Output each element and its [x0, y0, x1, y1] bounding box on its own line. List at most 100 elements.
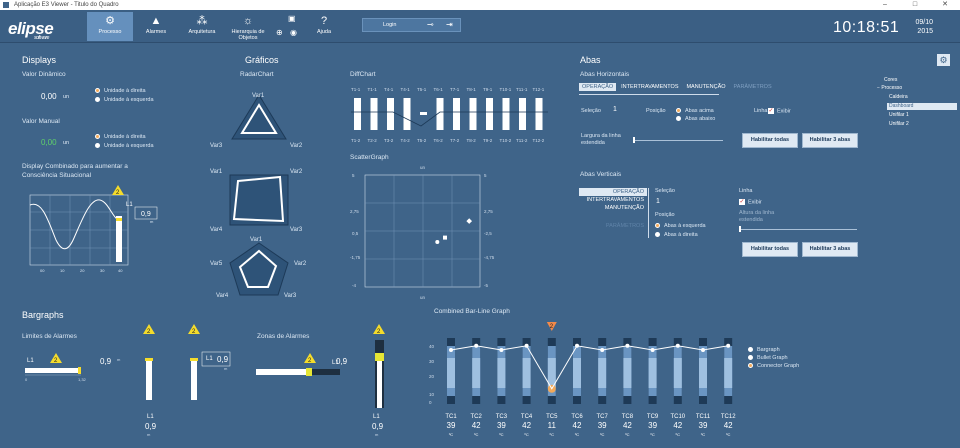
diff-bottom-label: T7-2 — [450, 138, 460, 143]
svg-text:5: 5 — [484, 173, 487, 178]
tree-item-dashboard[interactable]: Dashboard — [887, 103, 957, 110]
maximize-button[interactable]: □ — [912, 1, 918, 8]
close-button[interactable]: ✕ — [942, 1, 948, 8]
nav-processo[interactable]: ⚙ Processo — [87, 12, 133, 41]
diff-top-label: T7-1 — [450, 87, 460, 92]
combined-title: Combined Bar-Line Graph — [434, 308, 510, 315]
diff-bottom-label: T9-2 — [483, 138, 493, 143]
svg-text:Var1: Var1 — [252, 93, 265, 99]
tree-item-caldeira[interactable]: Caldeira — [889, 94, 908, 100]
v-linha-label: Linha — [739, 188, 753, 194]
combined-category: TC4 — [521, 414, 533, 420]
combined-category: TC12 — [721, 414, 736, 420]
trend-grid — [30, 195, 128, 265]
globe-icon[interactable]: ⊕ — [276, 28, 283, 37]
svg-text:-4,75: -4,75 — [484, 255, 495, 260]
svg-text:5: 5 — [352, 173, 355, 178]
combined-value: 39 — [598, 421, 607, 430]
h-largura-label: Largura da linha estendida — [581, 133, 621, 146]
h-pos-bottom-radio[interactable]: Abas abaixo — [676, 116, 715, 122]
v-tab-parametros[interactable]: PARÂMETROS — [605, 223, 644, 229]
settings-gear-button[interactable]: ⚙ — [937, 54, 950, 66]
v-pos-right-radio[interactable]: Abas à direita — [655, 232, 698, 238]
login-box[interactable]: Login ⊸ ⇥ — [362, 18, 461, 32]
camera-icon[interactable]: ▣ — [288, 14, 296, 23]
svg-text:-2,5: -2,5 — [484, 231, 492, 236]
v-altura-slider[interactable] — [739, 229, 857, 230]
svg-text:Var1: Var1 — [210, 169, 223, 175]
svg-text:2: 2 — [192, 329, 196, 335]
combined-category: TC9 — [647, 414, 659, 420]
scatter-title: ScatterGraph — [350, 154, 389, 161]
h-pos-top-radio[interactable]: Abas acima — [676, 108, 714, 114]
nav-alarmes[interactable]: ▲ Alarmes — [133, 12, 179, 41]
diff-top-label: T10-1 — [500, 87, 512, 92]
v-altura-slider-thumb[interactable] — [739, 226, 741, 232]
v-exibir-checkbox[interactable]: ✓ Exibir — [739, 199, 762, 206]
tree-item-cores[interactable]: Cores — [884, 77, 898, 83]
v-enable-3-button[interactable]: Habilitar 3 abas — [802, 242, 858, 257]
diff-bar — [436, 98, 444, 130]
nav-hierarquia[interactable]: ☼ Hierarquia de Objetos — [225, 12, 271, 41]
combined-category: TC1 — [445, 414, 457, 420]
nav-ajuda[interactable]: ? Ajuda — [301, 12, 347, 41]
scatter-point — [435, 240, 440, 244]
clock-time: 10:18:51 — [833, 19, 900, 36]
h-enable-3-button[interactable]: Habilitar 3 abas — [802, 133, 858, 148]
h-tab-intertravamentos[interactable]: INTERTRAVAMENTOS — [621, 84, 679, 90]
tree-item-unifilar2[interactable]: Unifilar 2 — [889, 121, 909, 127]
combined-category: TC3 — [496, 414, 508, 420]
h-tab-operacao[interactable]: OPERAÇÃO — [579, 83, 617, 91]
nav-arquitetura[interactable]: ⁂ Arquitetura — [179, 12, 225, 41]
combined-bar-line-graph: 40 30 20 10 0 2 TC139ºCTC242ºCTC339ºCTC4… — [429, 322, 736, 437]
dyn-unit-left-radio[interactable]: Unidade à esquerda — [95, 97, 154, 103]
combined-value: 42 — [472, 421, 481, 430]
h-selecao-label: Seleção — [581, 108, 601, 114]
svg-text:00: 00 — [40, 268, 45, 273]
trend-curve — [29, 199, 119, 250]
diff-bar — [486, 98, 493, 130]
diff-top-label: T6-1 — [434, 87, 444, 92]
bargraphs-title: Bargraphs — [22, 310, 64, 320]
svg-text:L1: L1 — [206, 356, 213, 362]
v-tab-intertravamentos[interactable]: INTERTRAVAMENTOS — [586, 197, 644, 203]
combined-value: 42 — [673, 421, 682, 430]
h-enable-all-button[interactable]: Habilitar todas — [742, 133, 798, 148]
svg-text:10: 10 — [429, 392, 435, 397]
v-zones-bargraph: 2 L1 0,9 m — [372, 324, 385, 437]
h-tab-manutencao[interactable]: MANUTENÇÃO — [686, 84, 726, 90]
v-pos-left-radio[interactable]: Abas à esquerda — [655, 223, 706, 229]
svg-text:0: 0 — [25, 377, 28, 382]
man-unit-left-radio[interactable]: Unidade à esquerda — [95, 143, 154, 149]
users-icon[interactable]: ◉ — [290, 28, 297, 37]
h-exibir-checkbox[interactable]: ✓ Exibir — [768, 108, 791, 115]
svg-text:m: m — [147, 432, 151, 437]
tree-item-processo[interactable]: − Processo — [877, 85, 903, 91]
dyn-unit-right-radio[interactable]: Unidade à direita — [95, 88, 146, 94]
v-tab-manutencao[interactable]: MANUTENÇÃO — [604, 205, 644, 211]
top-navigation-bar: elipse software ⚙ Processo ▲ Alarmes ⁂ Arqui… — [0, 10, 960, 43]
combined-bar-normal — [699, 358, 707, 388]
diff-line — [351, 111, 548, 127]
h-largura-slider[interactable] — [633, 140, 723, 141]
svg-text:2: 2 — [54, 358, 58, 364]
v-enable-all-button[interactable]: Habilitar todas — [742, 242, 798, 257]
svg-text:0,9: 0,9 — [336, 357, 348, 366]
svg-text:L1: L1 — [332, 360, 339, 366]
combined-value-box — [134, 206, 158, 220]
man-unit-right-radio[interactable]: Unidade à direita — [95, 134, 146, 140]
tree-item-unifilar1[interactable]: Unifilar 1 — [889, 112, 909, 118]
minimize-button[interactable]: – — [883, 1, 887, 8]
v-tab-operacao[interactable]: OPERAÇÃO — [579, 188, 647, 196]
logout-icon[interactable]: ⇥ — [446, 20, 453, 29]
scatter-point — [443, 235, 447, 240]
h-largura-slider-thumb[interactable] — [633, 137, 635, 143]
combined-value: 39 — [699, 421, 708, 430]
svg-text:L1: L1 — [147, 414, 154, 420]
svg-text:2: 2 — [308, 358, 312, 364]
manual-value: 0,00 — [41, 138, 57, 147]
svg-text:20: 20 — [80, 268, 85, 273]
logo: elipse software — [8, 19, 54, 41]
legend-connector: Connector Graph — [748, 362, 799, 370]
h-tab-parametros[interactable]: PARÂMETROS — [733, 84, 772, 90]
